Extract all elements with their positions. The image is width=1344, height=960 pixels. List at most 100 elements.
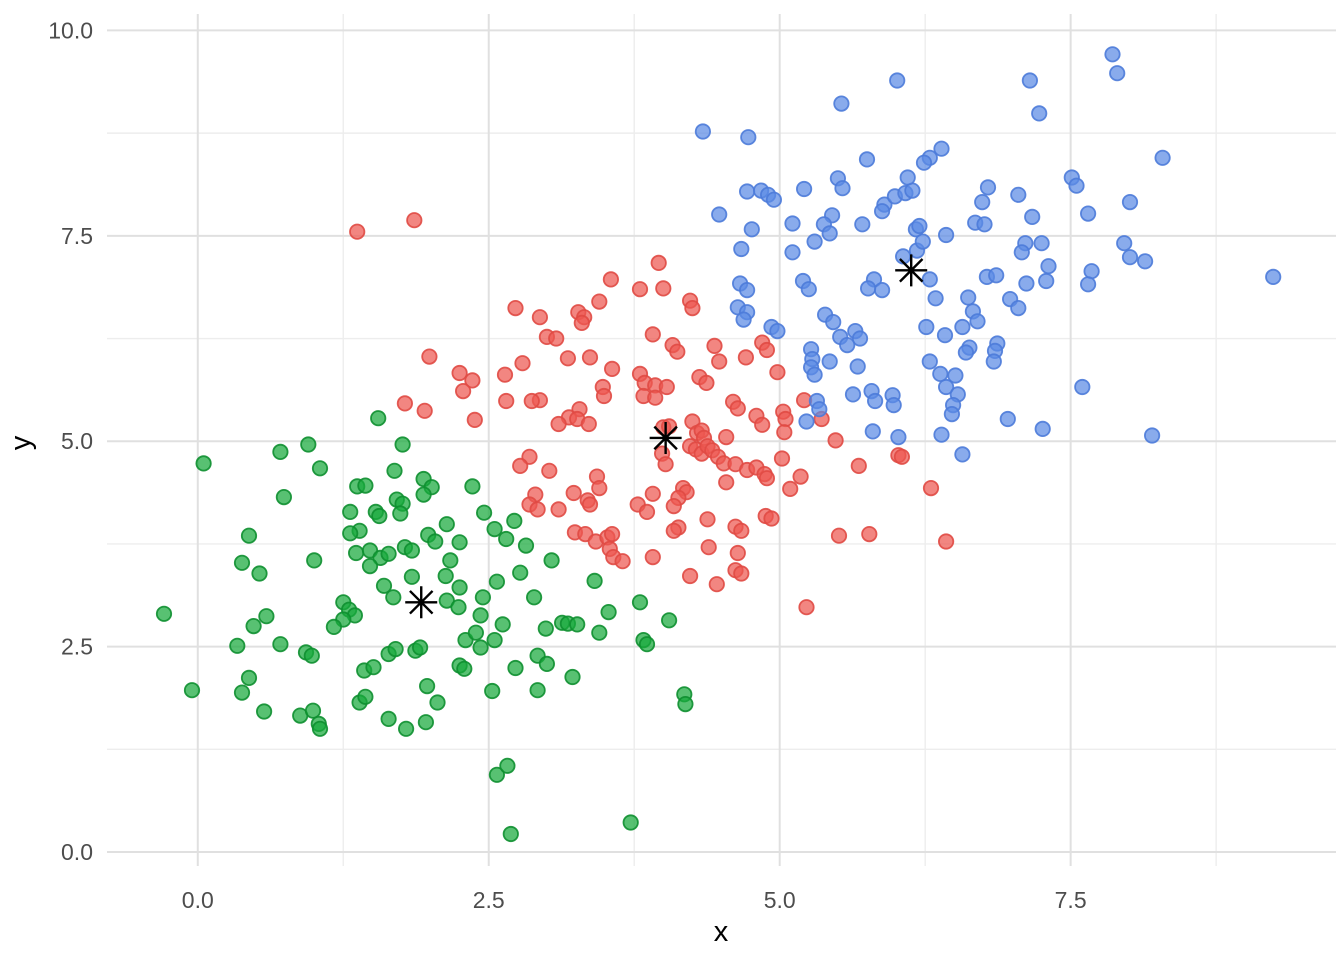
data-point — [733, 565, 750, 582]
series-cluster-blue — [694, 46, 1282, 463]
data-point — [657, 456, 674, 473]
data-point — [758, 341, 776, 359]
data-point — [729, 400, 746, 417]
data-point — [525, 589, 543, 606]
data-point — [873, 281, 891, 299]
data-point — [827, 432, 844, 449]
x-tick-label: 7.5 — [1055, 887, 1087, 913]
data-point — [798, 599, 815, 616]
data-point — [708, 576, 725, 593]
data-point — [507, 659, 524, 677]
data-point — [918, 318, 935, 336]
data-point — [240, 669, 258, 687]
data-point — [514, 355, 531, 372]
data-point — [655, 280, 672, 297]
data-point — [195, 455, 212, 472]
data-point — [729, 544, 746, 562]
data-point — [603, 525, 621, 543]
data-point — [890, 428, 907, 446]
data-point — [738, 183, 756, 200]
x-axis-title: x — [714, 916, 729, 948]
data-point — [385, 589, 402, 606]
data-point — [1121, 249, 1139, 266]
data-point — [1154, 149, 1171, 166]
data-point — [464, 372, 481, 389]
data-point — [922, 479, 940, 497]
data-point — [839, 336, 856, 354]
data-point — [763, 510, 780, 527]
data-point — [573, 314, 590, 331]
data-point — [858, 151, 876, 168]
data-point — [765, 191, 783, 208]
data-point — [943, 405, 961, 423]
data-point — [591, 479, 608, 497]
data-point — [800, 281, 817, 298]
data-point — [976, 216, 993, 233]
data-point — [233, 684, 251, 701]
data-point — [737, 349, 755, 366]
data-point — [595, 387, 613, 405]
data-point — [406, 212, 423, 229]
data-point — [451, 579, 468, 596]
data-point — [240, 527, 258, 544]
data-point — [450, 599, 467, 616]
data-point — [1137, 253, 1154, 270]
data-points — [155, 46, 1282, 843]
data-point — [738, 281, 756, 299]
data-point — [740, 129, 757, 146]
data-point — [342, 525, 359, 542]
data-point — [937, 533, 955, 550]
data-point — [660, 418, 678, 435]
data-point — [733, 240, 750, 258]
data-point — [933, 426, 950, 443]
data-point — [1144, 427, 1161, 444]
data-point — [602, 271, 620, 288]
data-point — [347, 544, 365, 562]
data-point — [644, 485, 661, 502]
data-point — [776, 424, 793, 441]
data-point — [380, 545, 397, 562]
data-point — [792, 468, 809, 485]
data-point — [233, 554, 251, 571]
data-point — [821, 353, 838, 370]
data-point — [851, 330, 869, 347]
data-point — [437, 567, 454, 585]
data-point — [806, 366, 823, 383]
data-point — [543, 552, 560, 569]
data-point — [155, 605, 173, 622]
data-point — [669, 343, 686, 360]
data-point — [392, 505, 409, 522]
data-point — [245, 617, 262, 635]
data-point — [475, 504, 493, 521]
data-point — [550, 415, 567, 433]
data-point — [1033, 235, 1050, 252]
data-point — [565, 484, 582, 502]
data-point — [464, 478, 481, 495]
data-point — [711, 353, 728, 370]
data-point — [988, 267, 1005, 284]
data-point — [859, 280, 877, 297]
data-point — [499, 757, 516, 774]
data-point — [849, 358, 866, 375]
data-point — [581, 496, 599, 513]
centroid-marker — [895, 254, 928, 287]
y-tick-label: 2.5 — [61, 634, 93, 660]
data-point — [311, 460, 329, 477]
data-point — [665, 522, 682, 539]
data-point — [1031, 105, 1048, 122]
data-point — [537, 620, 554, 637]
data-point — [677, 695, 694, 713]
data-point — [711, 206, 728, 223]
y-tick-label: 10.0 — [48, 17, 93, 43]
data-point — [467, 624, 484, 641]
data-point — [418, 677, 436, 695]
data-point — [349, 223, 366, 240]
data-point — [1021, 72, 1039, 89]
data-point — [873, 203, 891, 220]
data-point — [784, 215, 801, 232]
data-point — [733, 522, 750, 539]
data-point — [1034, 420, 1051, 437]
data-point — [325, 618, 342, 636]
data-point — [854, 216, 871, 233]
